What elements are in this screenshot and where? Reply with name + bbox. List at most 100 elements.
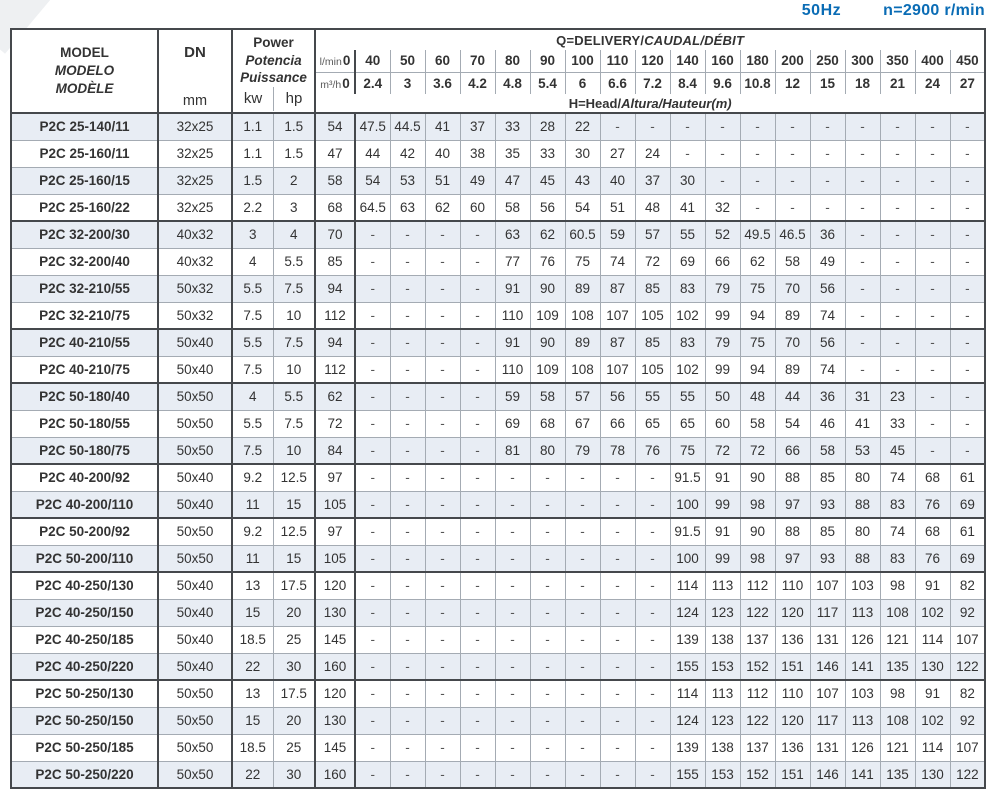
- head-cell: -: [635, 544, 671, 572]
- head-cell: -: [950, 409, 986, 437]
- head-cell: 120: [315, 571, 357, 599]
- head-cell: 145: [315, 625, 357, 653]
- head-cell: -: [425, 571, 461, 599]
- head-cell: -: [460, 463, 496, 491]
- head-cell: 62: [740, 247, 776, 275]
- flow-value-cell: 7.2: [635, 72, 671, 94]
- head-cell: -: [355, 274, 391, 302]
- head-cell: -: [565, 598, 601, 626]
- head-cell: 62: [425, 193, 461, 221]
- kw-cell: 5.5: [232, 328, 274, 356]
- head-cell: 108: [565, 355, 601, 383]
- head-cell: 85: [810, 463, 846, 491]
- head-cell: 68: [915, 463, 951, 491]
- head-cell: 112: [740, 571, 776, 599]
- hp-cell: 20: [273, 706, 317, 734]
- head-cell: -: [425, 463, 461, 491]
- hp-cell: 1.5: [273, 112, 317, 140]
- head-cell: 122: [950, 652, 986, 680]
- head-cell: -: [460, 706, 496, 734]
- head-cell: 114: [670, 679, 706, 707]
- head-cell: 139: [670, 625, 706, 653]
- kw-cell: 4: [232, 247, 274, 275]
- head-cell: -: [425, 220, 461, 248]
- table-row: P2C 40-250/220 50x40 22 30 160- - - - - - - - -155 15…: [11, 652, 986, 680]
- head-cell: 55: [670, 382, 706, 410]
- head-cell: -: [355, 517, 391, 545]
- head-cell: -: [460, 382, 496, 410]
- head-cell: 79: [705, 274, 741, 302]
- head-cell: 120: [775, 706, 811, 734]
- head-cell: 45: [880, 436, 916, 464]
- head-cell: 88: [775, 463, 811, 491]
- head-cell: -: [460, 544, 496, 572]
- dn-cell: 40x32: [158, 247, 233, 275]
- flow-value-cell: 60: [425, 50, 461, 73]
- head-cell: 122: [740, 598, 776, 626]
- flow-value-cell: 450: [950, 50, 986, 73]
- head-cell: -: [390, 571, 426, 599]
- head-cell: -: [950, 274, 986, 302]
- flow-value-cell: 6.6: [600, 72, 636, 94]
- dn-cell: 50x40: [158, 355, 233, 383]
- head-cell: -: [355, 679, 391, 707]
- head-cell: -: [915, 274, 951, 302]
- model-cell: P2C 40-250/185: [11, 625, 159, 653]
- head-cell: -: [915, 382, 951, 410]
- head-cell: -: [635, 625, 671, 653]
- head-cell: -: [950, 112, 986, 140]
- head-cell: 49: [810, 247, 846, 275]
- head-cell: 55: [635, 382, 671, 410]
- kw-cell: 5.5: [232, 274, 274, 302]
- kw-cell: 13: [232, 571, 274, 599]
- flow-value-cell: 250: [810, 50, 846, 73]
- head-cell: 48: [740, 382, 776, 410]
- hp-cell: 7.5: [273, 274, 317, 302]
- head-cell: 105: [315, 544, 357, 572]
- kw-cell: 2.2: [232, 193, 274, 221]
- flow-value-cell: 200: [775, 50, 811, 73]
- head-cell: -: [390, 382, 426, 410]
- head-cell: 70: [315, 220, 357, 248]
- head-cell: 44: [775, 382, 811, 410]
- head-cell: 66: [775, 436, 811, 464]
- head-cell: 69: [950, 544, 986, 572]
- head-cell: -: [460, 571, 496, 599]
- head-cell: -: [670, 112, 706, 140]
- dn-cell: 50x40: [158, 490, 233, 518]
- head-cell: 67: [565, 409, 601, 437]
- flow-value-cell: 80: [495, 50, 531, 73]
- head-cell: 94: [740, 355, 776, 383]
- head-cell: -: [950, 247, 986, 275]
- kw-cell: 9.2: [232, 463, 274, 491]
- head-cell: 61: [950, 517, 986, 545]
- head-cell: -: [950, 382, 986, 410]
- model-cell: P2C 50-180/55: [11, 409, 159, 437]
- head-cell: 54: [775, 409, 811, 437]
- head-cell: -: [390, 247, 426, 275]
- head-cell: -: [565, 625, 601, 653]
- head-cell: -: [495, 598, 531, 626]
- head-cell: -: [495, 544, 531, 572]
- hp-cell: 5.5: [273, 247, 317, 275]
- head-cell: 62: [315, 382, 357, 410]
- head-cell: 64.5: [355, 193, 391, 221]
- head-cell: -: [600, 706, 636, 734]
- table-row: P2C 40-200/92 50x40 9.2 12.5 97- - - - - - - - -91.5…: [11, 463, 986, 491]
- head-cell: -: [390, 544, 426, 572]
- dn-column-header: DN mm: [158, 29, 233, 113]
- hp-cell: 25: [273, 625, 317, 653]
- head-cell: -: [390, 652, 426, 680]
- head-cell: 76: [635, 436, 671, 464]
- head-cell: -: [635, 733, 671, 761]
- head-cell: 76: [530, 247, 566, 275]
- head-cell: -: [915, 355, 951, 383]
- head-cell: 117: [810, 598, 846, 626]
- head-cell: 53: [390, 166, 426, 194]
- flow-value-cell: 9.6: [705, 72, 741, 94]
- flow-value-cell: 140: [670, 50, 706, 73]
- head-cell: 46: [810, 409, 846, 437]
- head-cell: -: [530, 463, 566, 491]
- head-cell: -: [355, 247, 391, 275]
- head-cell: 41: [845, 409, 881, 437]
